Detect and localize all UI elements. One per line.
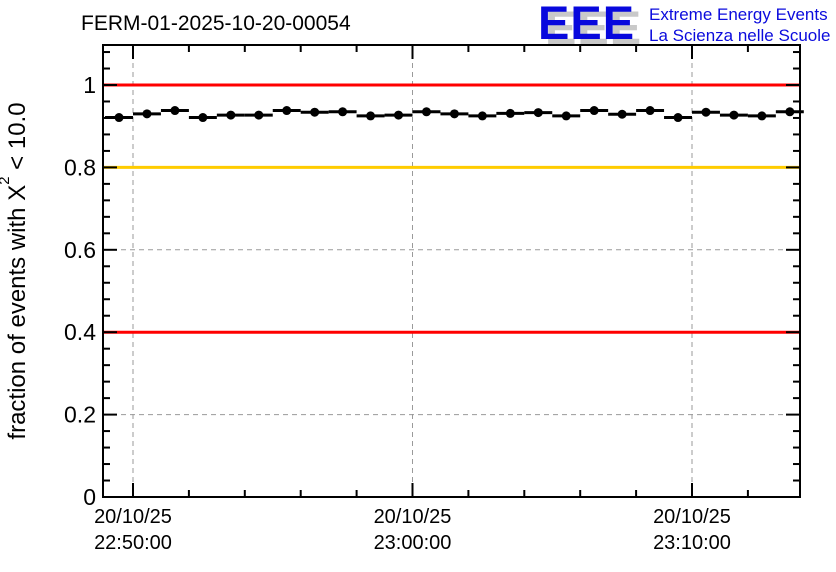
y-gridlines bbox=[103, 84, 800, 416]
reference-lines bbox=[103, 83, 800, 334]
logo-line-2: La Scienza nelle Scuole bbox=[649, 26, 831, 45]
eee-logo-text: Extreme Energy Events La Scienza nelle S… bbox=[649, 4, 830, 46]
svg-text:0.4: 0.4 bbox=[64, 319, 96, 345]
eee-logo: EEE bbox=[538, 0, 636, 49]
logo-line-1: Extreme Energy Events bbox=[649, 5, 828, 24]
svg-text:0.2: 0.2 bbox=[64, 402, 96, 428]
data-series bbox=[105, 106, 804, 123]
x-tick-labels: 20/10/25 22:50:00 20/10/25 23:00:00 20/10/25… bbox=[94, 506, 731, 554]
axis-ticks bbox=[103, 45, 800, 498]
y-tick-labels: 0 0.2 0.4 0.6 0.8 1 bbox=[64, 72, 96, 510]
page-title: FERM-01-2025-10-20-00054 bbox=[81, 12, 351, 35]
svg-text:1: 1 bbox=[83, 72, 96, 98]
svg-text:0.8: 0.8 bbox=[64, 154, 96, 180]
svg-text:0: 0 bbox=[83, 484, 96, 510]
x-gridlines bbox=[132, 45, 693, 497]
plot-frame bbox=[102, 44, 801, 498]
svg-text:0.6: 0.6 bbox=[64, 237, 96, 263]
